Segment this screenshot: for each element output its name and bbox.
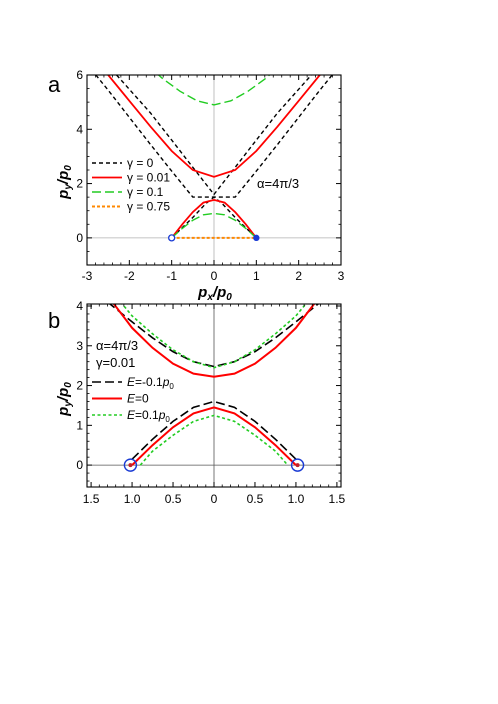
panel-0-ytick-label-1: 2 <box>76 177 83 191</box>
panel-1-series-1-branch-1 <box>131 406 297 466</box>
panel-a-y-axis-label: py/p0 <box>55 165 74 200</box>
panel-0-series-2-branch-0 <box>157 75 271 106</box>
panel-0-legend-label-2: γ = 0.1 <box>127 185 164 199</box>
panel-0-marker-0 <box>168 234 176 242</box>
panel-1-xtick-label-3: 0 <box>211 492 218 506</box>
panel-1-xtick-label-5: 1.0 <box>288 492 305 506</box>
panel-1-ytick-label-2: 2 <box>76 379 83 393</box>
panel-0-xtick-label-1: -2 <box>124 269 135 283</box>
panel-0-legend-label-0: γ = 0 <box>127 156 154 170</box>
panel-1-series-0-branch-0 <box>108 304 320 368</box>
panel-1-xtick-label-2: 0.5 <box>165 492 182 506</box>
panel-label-a: a <box>48 72 61 97</box>
panel-1-xtick-label-0: 1.5 <box>83 492 100 506</box>
panel-0-curves <box>94 75 334 239</box>
panel-0-series-1-branch-0 <box>107 75 321 178</box>
panel-1-series-2-branch-1 <box>139 414 289 466</box>
panel-1-legend-label-0: E=-0.1p0 <box>127 375 174 391</box>
panel-1-xtick-label-4: 0.5 <box>247 492 264 506</box>
panel-1-marker-0 <box>128 463 133 468</box>
panel-1-marker-1 <box>295 463 300 468</box>
panel-a-chart: a py/p0 px/p0 α=4π/3 -3 -2 -1 0 1 2 3 0 2 4 6 γ = 0… <box>48 68 345 303</box>
panel-0-xtick-label-4: 1 <box>253 269 260 283</box>
panel-1-series-1-branch-0 <box>112 304 316 378</box>
panel-0-legend: γ = 0γ = 0.01γ = 0.1γ = 0.75 <box>92 156 170 214</box>
panel-1-ytick-label-0: 0 <box>76 458 83 472</box>
panel-1-xtick-label-1: 1.0 <box>124 492 141 506</box>
panel-0-xtick-label-5: 2 <box>295 269 302 283</box>
panel-b-y-axis-label: py/p0 <box>55 382 74 417</box>
panel-label-b: b <box>48 308 60 333</box>
panel-0-ytick-label-3: 6 <box>76 68 83 82</box>
panel-a-x-axis-label: px/p0 <box>197 284 232 303</box>
panel-0-xtick-label-0: -3 <box>82 269 93 283</box>
panel-0-series-2-branch-1 <box>171 212 257 239</box>
panel-0-xtick-label-2: -1 <box>166 269 177 283</box>
panel-1-legend-label-2: E=0.1p0 <box>127 408 170 424</box>
panel-1-legend-label-1: E=0 <box>127 392 149 406</box>
panel-0-xtick-label-6: 3 <box>338 269 345 283</box>
panel-0-ytick-label-2: 4 <box>76 122 83 136</box>
panel-1-xtick-label-6: 1.5 <box>329 492 346 506</box>
panel-b-chart: b py/p0 α=4π/3 γ=0.01 1.5 1.0 0.5 0 0.5 1.0 1.… <box>48 299 346 506</box>
panel-0-legend-label-3: γ = 0.75 <box>127 200 170 214</box>
panel-0-series-1-branch-1 <box>170 198 258 239</box>
panel-a-alpha-annotation: α=4π/3 <box>257 176 299 191</box>
panel-b-gamma-annotation: γ=0.01 <box>96 355 135 370</box>
panel-0-xtick-label-3: 0 <box>211 269 218 283</box>
panel-0-ytick-label-0: 0 <box>76 231 83 245</box>
panel-0-series-0-branch-2 <box>116 75 312 196</box>
panel-0-legend-label-1: γ = 0.01 <box>127 171 170 185</box>
panel-0-series-0-branch-1 <box>171 196 257 239</box>
panel-b-alpha-annotation: α=4π/3 <box>96 338 138 353</box>
panel-1-curves <box>108 304 320 466</box>
panel-1-ytick-label-4: 4 <box>76 299 83 313</box>
panel-1-marker-ring-1 <box>290 458 305 472</box>
panel-1-ytick-label-3: 3 <box>76 339 83 353</box>
panel-1-marker-ring-0 <box>123 458 138 472</box>
panel-1-ytick-label-1: 1 <box>76 418 83 432</box>
panel-1-series-2-branch-0 <box>121 304 307 369</box>
panel-0-marker-1 <box>253 234 260 242</box>
